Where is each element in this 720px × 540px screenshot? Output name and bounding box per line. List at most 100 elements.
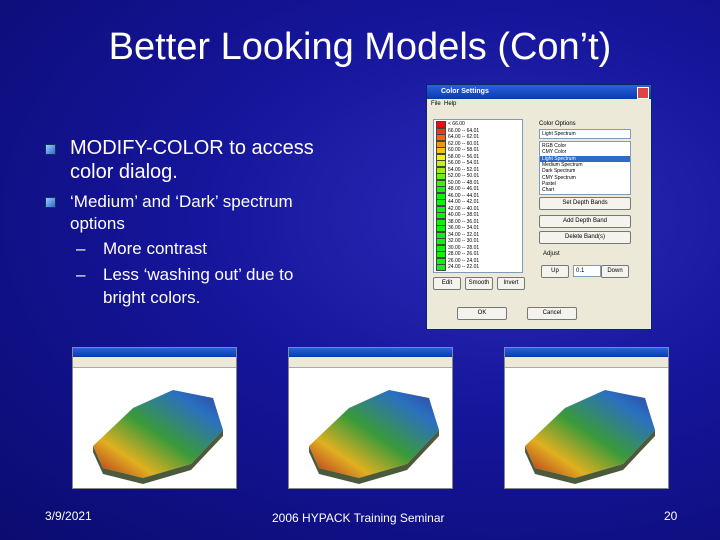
color-range-row: 42.00 -- 40.01 [436, 205, 480, 213]
terrain-model [525, 390, 655, 484]
group-label: Adjust [543, 251, 560, 257]
range-label: 36.00 -- 34.01 [448, 225, 480, 231]
window-toolbar [505, 357, 668, 368]
option-item[interactable]: RGB Color [542, 143, 567, 149]
range-label: 26.00 -- 24.01 [448, 257, 480, 264]
option-item[interactable]: Chart [542, 187, 555, 194]
model-window [288, 347, 453, 489]
color-range-row: 44.00 -- 42.01 [436, 199, 480, 206]
page-number: 20 [664, 509, 678, 523]
footer-date: 3/9/2021 [45, 509, 92, 523]
range-label: 64.00 -- 62.01 [448, 134, 480, 140]
menu-item[interactable]: File [431, 101, 441, 107]
range-label: 28.00 -- 26.01 [448, 251, 480, 257]
terrain-surface [525, 390, 655, 478]
option-item[interactable]: Light Spectrum [540, 155, 630, 162]
sub-bullet-line: bright colors. [103, 288, 201, 307]
bullet-line: MODIFY-COLOR to access [70, 137, 314, 159]
terrain-surface [93, 390, 223, 478]
button[interactable]: Add Depth Band [539, 215, 631, 228]
bullet-line: ‘Medium’ and ‘Dark’ spectrum [70, 192, 293, 211]
sub-bullet-marker: – [76, 265, 86, 284]
option-item[interactable]: CMY Spectrum [542, 174, 576, 181]
color-range-row: 28.00 -- 26.01 [436, 251, 480, 258]
color-range-row: 40.00 -- 38.01 [436, 212, 480, 219]
color-range-row: 26.00 -- 24.01 [436, 257, 480, 265]
color-range-row: 52.00 -- 50.01 [436, 173, 480, 180]
range-label: 54.00 -- 52.01 [448, 166, 480, 173]
range-label: 44.00 -- 42.01 [448, 199, 480, 205]
terrain-surface [309, 390, 439, 478]
option-item[interactable]: Medium Spectrum [542, 161, 583, 168]
menu-bar: File Help [431, 101, 456, 107]
range-label: 34.00 -- 32.01 [448, 231, 480, 238]
option-item[interactable]: CMY Color [542, 149, 567, 156]
bullet-line: color dialog. [70, 161, 178, 183]
range-label: 50.00 -- 48.01 [448, 179, 480, 186]
sub-bullet-line: Less ‘washing out’ due to [103, 265, 294, 284]
range-label: 52.00 -- 50.01 [448, 173, 480, 179]
terrain-model [309, 390, 439, 484]
color-swatch [436, 264, 446, 271]
bullet-marker [45, 197, 56, 208]
range-label: 58.00 -- 56.01 [448, 153, 480, 160]
color-range-row: 30.00 -- 28.01 [436, 244, 479, 252]
button[interactable]: Invert [497, 277, 525, 290]
color-range-list[interactable]: < 66.00 66.00 -- 64.01 64.00 -- 62.01 62.00… [433, 119, 523, 273]
sub-bullet-marker: – [76, 239, 86, 258]
range-label: 24.00 -- 22.01 [448, 264, 480, 270]
window-toolbar [73, 357, 236, 368]
button[interactable]: Up [541, 265, 569, 278]
window-title-bar [505, 348, 668, 357]
window-title-bar [73, 348, 236, 357]
window-toolbar [289, 357, 452, 368]
range-label: 32.00 -- 30.01 [448, 238, 480, 244]
step-input[interactable]: 0.1 [573, 265, 601, 277]
range-label: 38.00 -- 36.01 [448, 218, 480, 225]
close-button[interactable] [637, 87, 649, 99]
bullet-line: options [70, 214, 125, 233]
color-range-row: 66.00 -- 64.01 [436, 127, 479, 135]
color-range-row: 64.00 -- 62.01 [436, 134, 480, 141]
sub-bullet-line: More contrast [103, 239, 207, 258]
color-range-row: 58.00 -- 56.01 [436, 153, 480, 161]
option-item[interactable]: Dark Spectrum [542, 168, 576, 175]
button[interactable]: Cancel [527, 307, 577, 320]
option-list[interactable]: RGB Color CMY Color Light Spectrum Medium S… [539, 141, 631, 195]
button[interactable]: Smooth [465, 277, 493, 290]
color-range-row: 62.00 -- 60.01 [436, 140, 480, 148]
group-label: Color Options [539, 121, 576, 127]
color-range-row: 56.00 -- 54.01 [436, 160, 479, 167]
color-range-row: 54.00 -- 52.01 [436, 166, 480, 174]
button[interactable]: Down [601, 265, 629, 278]
color-range-row: 38.00 -- 36.01 [436, 218, 480, 226]
footer-text: 2006 HYPACK Training Seminar [272, 511, 445, 525]
menu-item[interactable]: Help [444, 101, 457, 107]
range-label: 42.00 -- 40.01 [448, 205, 480, 212]
color-range-row: 24.00 -- 22.01 [436, 264, 480, 271]
range-label: 60.00 -- 58.01 [448, 147, 480, 153]
color-range-row: 46.00 -- 44.01 [436, 192, 480, 200]
option-item[interactable]: Pastel [542, 180, 556, 187]
dropdown[interactable]: Light Spectrum [539, 129, 631, 139]
color-settings-dialog: Color Settings File Help < 66.00 66.00 --… [426, 84, 652, 330]
dialog-title: Color Settings [427, 85, 651, 99]
terrain-model [93, 390, 223, 484]
color-range-row: < 66.00 [436, 121, 465, 128]
model-window [504, 347, 669, 489]
button[interactable]: Delete Band(s) [539, 231, 631, 244]
button[interactable]: OK [457, 307, 507, 320]
model-window [72, 347, 237, 489]
color-range-row: 34.00 -- 32.01 [436, 231, 480, 239]
range-label: 48.00 -- 46.01 [448, 186, 480, 192]
color-range-row: 32.00 -- 30.01 [436, 238, 480, 245]
button[interactable]: Set Depth Bands [539, 197, 631, 210]
range-label: 46.00 -- 44.01 [448, 192, 480, 199]
range-label: 40.00 -- 38.01 [448, 212, 480, 218]
button[interactable]: Edit [433, 277, 461, 290]
color-range-row: 48.00 -- 46.01 [436, 186, 480, 193]
color-range-row: 50.00 -- 48.01 [436, 179, 480, 187]
range-label: 62.00 -- 60.01 [448, 140, 480, 147]
bullet-marker [45, 144, 56, 155]
